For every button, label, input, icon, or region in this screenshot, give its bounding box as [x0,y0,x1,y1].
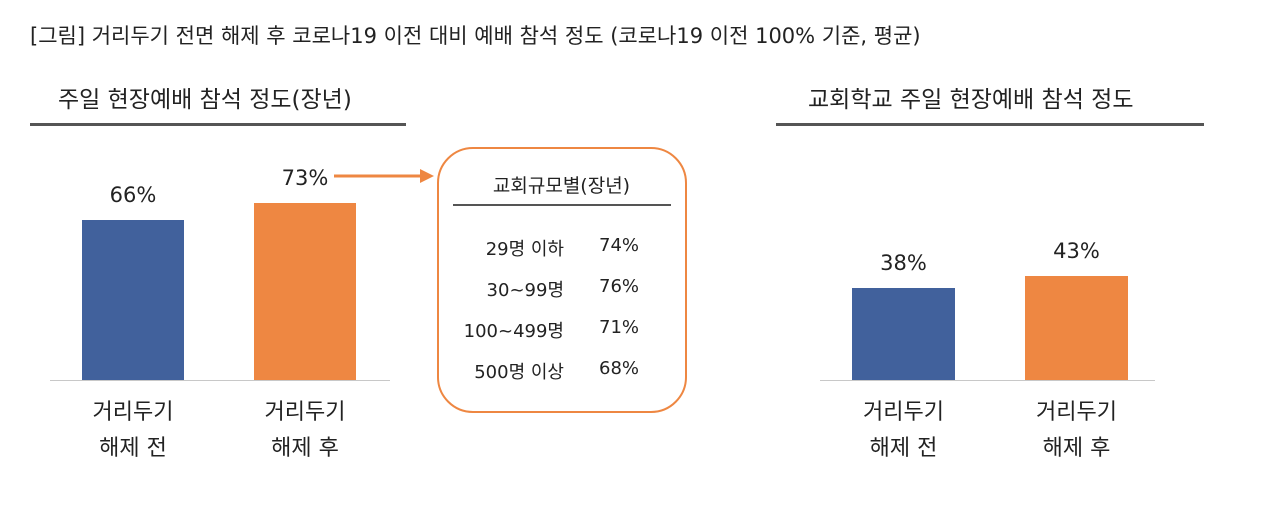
x-tick-label-line: 해제 전 [869,436,938,461]
callout-arrow [334,169,434,183]
x-tick-label-line: 거리두기 [92,400,174,425]
x-axis-line [820,380,1155,381]
chart-title: 교회학교 주일 현장예배 참석 정도 [808,87,1134,113]
bar-after [254,202,356,380]
x-tick-label-line: 거리두기 [1036,400,1117,425]
row-value: 71% [599,317,640,338]
row-value: 76% [599,276,640,297]
x-tick-label-line: 해제 후 [1042,436,1111,461]
church-size-callout: 교회규모별(장년) 29명 이하 74% 30~99명 76% 100~499명… [437,147,687,413]
data-label: 73% [281,165,329,190]
bar-after [1025,275,1128,380]
row-value: 74% [599,235,640,256]
x-axis-line [50,380,390,381]
title-underline [30,123,406,126]
table-row: 100~499명 71% [439,317,684,347]
x-tick-label-line: 해제 후 [271,436,339,461]
bar-before [82,219,184,380]
callout-title-underline [453,204,671,206]
table-row: 500명 이상 68% [439,358,684,388]
callout-title: 교회규모별(장년) [492,175,631,197]
row-category: 500명 이상 [474,362,564,383]
table-row: 30~99명 76% [439,276,684,306]
row-category: 29명 이하 [485,239,564,260]
x-tick-label-line: 거리두기 [264,400,346,425]
table-row: 29명 이하 74% [439,235,684,265]
chart-title: 주일 현장예배 참석 정도(장년) [58,87,352,113]
x-tick-label-line: 해제 전 [99,436,167,461]
row-category: 30~99명 [486,280,564,301]
x-tick-label-line: 거리두기 [863,400,944,425]
data-label: 43% [1053,238,1100,263]
data-label: 38% [880,251,927,276]
bar-before [852,288,955,380]
title-underline [776,123,1204,126]
row-value: 68% [599,358,640,379]
row-category: 100~499명 [463,321,564,342]
figure-title: [그림] 거리두기 전면 해제 후 코로나19 이전 대비 예배 참석 정도 (… [30,24,921,48]
data-label: 66% [109,182,157,207]
